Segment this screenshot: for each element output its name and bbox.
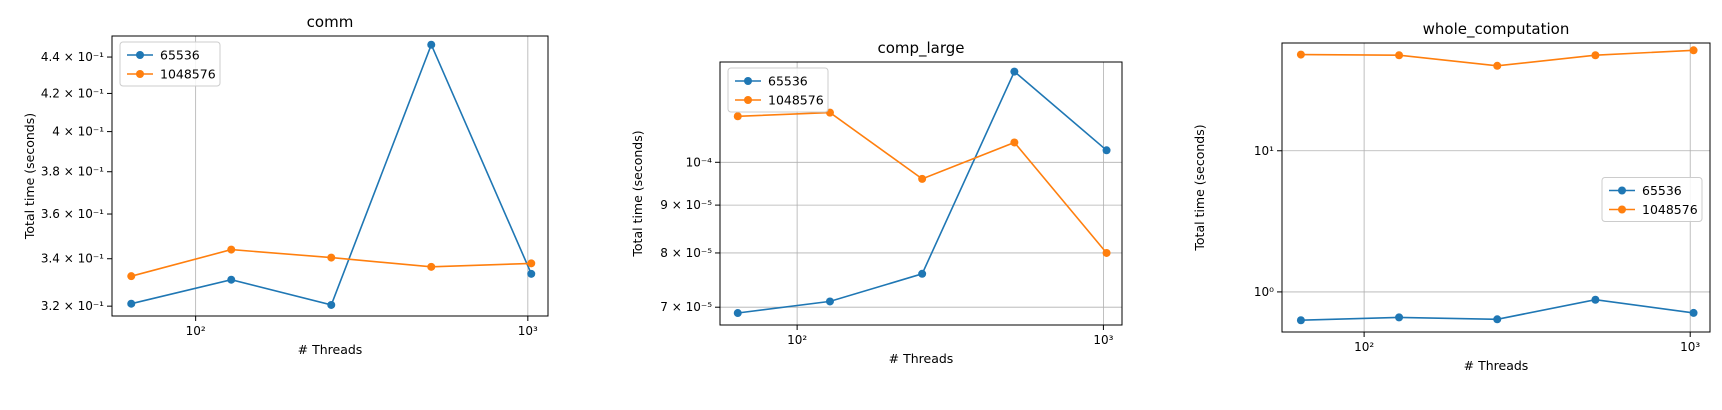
y-tick-label: 10⁰ (1254, 285, 1274, 299)
data-point (1493, 61, 1502, 70)
charts: 10² 10³ 3.2 × 10⁻¹ 3.4 × 10⁻¹ 3.6 × 10⁻¹ 3.8 … (22, 13, 1711, 373)
legend-entry: 65536 (160, 48, 200, 63)
data-point (1102, 146, 1111, 155)
data-point (918, 269, 927, 278)
legend: 65536 1048576 (119, 41, 221, 87)
y-tick-label: 3.6 × 10⁻¹ (41, 207, 104, 221)
y-axis-label: Total time (seconds) (630, 130, 645, 257)
chart-title: whole_computation (1423, 20, 1570, 39)
x-axis-label: # Threads (298, 342, 363, 357)
data-point (1395, 51, 1404, 60)
data-point (1296, 50, 1305, 59)
legend-entry: 1048576 (768, 93, 824, 108)
data-point (918, 174, 927, 183)
chart-title: comm (307, 13, 354, 31)
data-point (1010, 138, 1019, 147)
data-point (527, 269, 536, 278)
data-point (733, 309, 742, 318)
legend-entry: 1048576 (160, 67, 216, 82)
data-point (127, 272, 136, 281)
x-tick-label: 10² (1354, 340, 1374, 354)
data-point (227, 245, 236, 254)
legend-swatch-marker (136, 51, 144, 59)
data-point (825, 297, 834, 306)
legend-swatch-marker (744, 77, 752, 85)
axes-frame (1281, 42, 1711, 333)
data-point (1296, 316, 1305, 325)
y-tick-label: 10¹ (1254, 144, 1274, 158)
x-axis-label: # Threads (889, 351, 954, 366)
axes-frame (111, 35, 549, 317)
legend: 65536 1048576 (1601, 177, 1703, 222)
data-point (1493, 315, 1502, 324)
legend-swatch-marker (136, 70, 144, 78)
data-point (127, 299, 136, 308)
legend-entry: 65536 (1642, 183, 1682, 198)
y-tick-label: 3.2 × 10⁻¹ (41, 299, 104, 313)
axes-frame (719, 61, 1123, 326)
data-point (1395, 313, 1404, 322)
y-axis-label: Total time (seconds) (22, 113, 37, 240)
data-point (527, 259, 536, 268)
y-tick-label: 8 × 10⁻⁵ (660, 246, 712, 260)
x-tick-label: 10² (186, 324, 206, 338)
x-tick-label: 10² (787, 333, 807, 347)
legend-swatch-marker (1618, 205, 1626, 214)
chart-title: comp_large (877, 39, 964, 58)
chart-1: 10² 10³ 3.2 × 10⁻¹ 3.4 × 10⁻¹ 3.6 × 10⁻¹ 3.8 … (22, 13, 549, 357)
data-point (1689, 308, 1698, 317)
legend-box (119, 41, 221, 87)
y-tick-label: 10⁻⁴ (686, 155, 713, 169)
y-tick-label: 7 × 10⁻⁵ (660, 300, 712, 314)
data-point (327, 300, 336, 309)
data-point (427, 40, 436, 49)
y-tick-label: 3.8 × 10⁻¹ (41, 165, 104, 179)
data-point (1102, 248, 1111, 257)
data-point (427, 262, 436, 271)
x-tick-label: 10³ (1093, 333, 1113, 347)
x-axis-label: # Threads (1464, 358, 1529, 373)
legend-swatch-marker (744, 96, 752, 104)
chart-2: 10² 10³ 7 × 10⁻⁵ 8 × 10⁻⁵ 9 × 10⁻⁵ 10⁻⁴ comp_l… (630, 39, 1123, 366)
y-tick-label: 9 × 10⁻⁵ (660, 198, 712, 212)
chart-3: 10² 10³ 10⁰ 10¹ whole_computation # Threads To… (1192, 20, 1711, 373)
data-point (1010, 67, 1019, 76)
x-tick-label: 10³ (1680, 340, 1700, 354)
data-point (1689, 46, 1698, 55)
y-tick-label: 4 × 10⁻¹ (52, 125, 104, 139)
data-point (1591, 51, 1600, 60)
y-tick-label: 4.4 × 10⁻¹ (41, 50, 104, 64)
data-point (327, 253, 336, 262)
y-tick-label: 4.2 × 10⁻¹ (41, 86, 104, 100)
legend-entry: 1048576 (1642, 202, 1698, 217)
legend-box (1601, 177, 1703, 222)
y-axis-label: Total time (seconds) (1192, 124, 1207, 251)
legend-entry: 65536 (768, 74, 808, 89)
x-tick-label: 10³ (518, 324, 538, 338)
y-tick-label: 3.4 × 10⁻¹ (41, 252, 104, 266)
legend-swatch-marker (1618, 186, 1626, 195)
data-point (733, 112, 742, 121)
data-point (227, 275, 236, 284)
data-point (1591, 295, 1600, 304)
legend: 65536 1048576 (727, 67, 829, 113)
legend-box (727, 67, 829, 113)
